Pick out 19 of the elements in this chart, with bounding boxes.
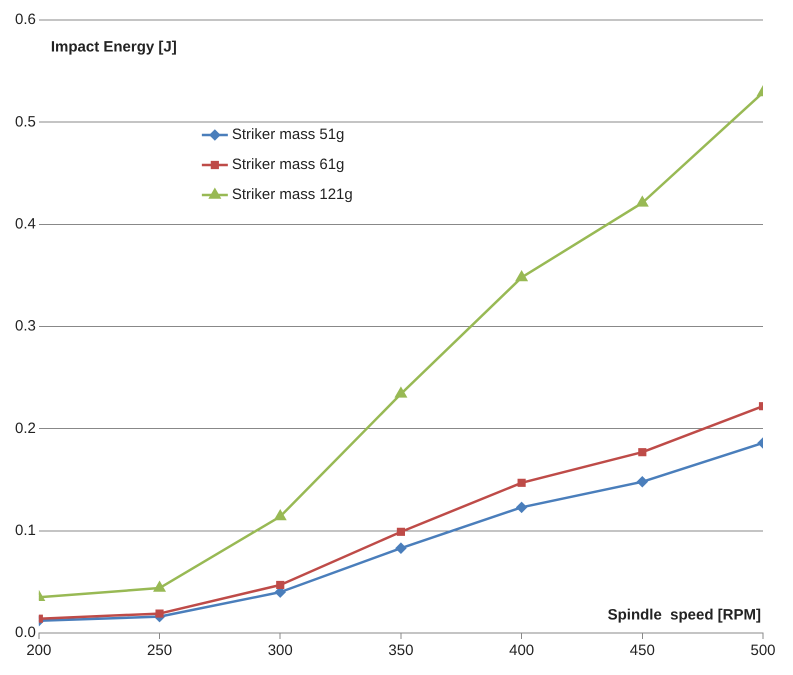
legend-label: Striker mass 121g (232, 186, 353, 204)
legend-label: Striker mass 51g (232, 126, 344, 144)
x-axis-title: Spindle speed [RPM] (608, 606, 761, 624)
x-tick-label: 500 (750, 642, 776, 660)
x-tick-label: 250 (147, 642, 172, 660)
y-tick-label: 0.2 (14, 420, 36, 437)
y-tick-label: 0.5 (14, 113, 36, 130)
x-tick-label: 300 (268, 642, 293, 660)
x-tick-label: 350 (388, 642, 414, 660)
legend-label: Striker mass 61g (232, 156, 344, 174)
y-tick-label: 0.4 (14, 215, 36, 232)
y-tick-label: 0.6 (14, 11, 36, 28)
y-tick-label: 0.3 (14, 318, 36, 335)
x-tick-label: 450 (630, 642, 655, 660)
y-tick-label: 0.1 (14, 522, 36, 539)
y-axis-title: Impact Energy [J] (50, 38, 177, 56)
x-tick-label: 200 (26, 642, 52, 660)
y-tick-label: 0.0 (14, 624, 36, 642)
x-tick-label: 400 (509, 642, 534, 660)
